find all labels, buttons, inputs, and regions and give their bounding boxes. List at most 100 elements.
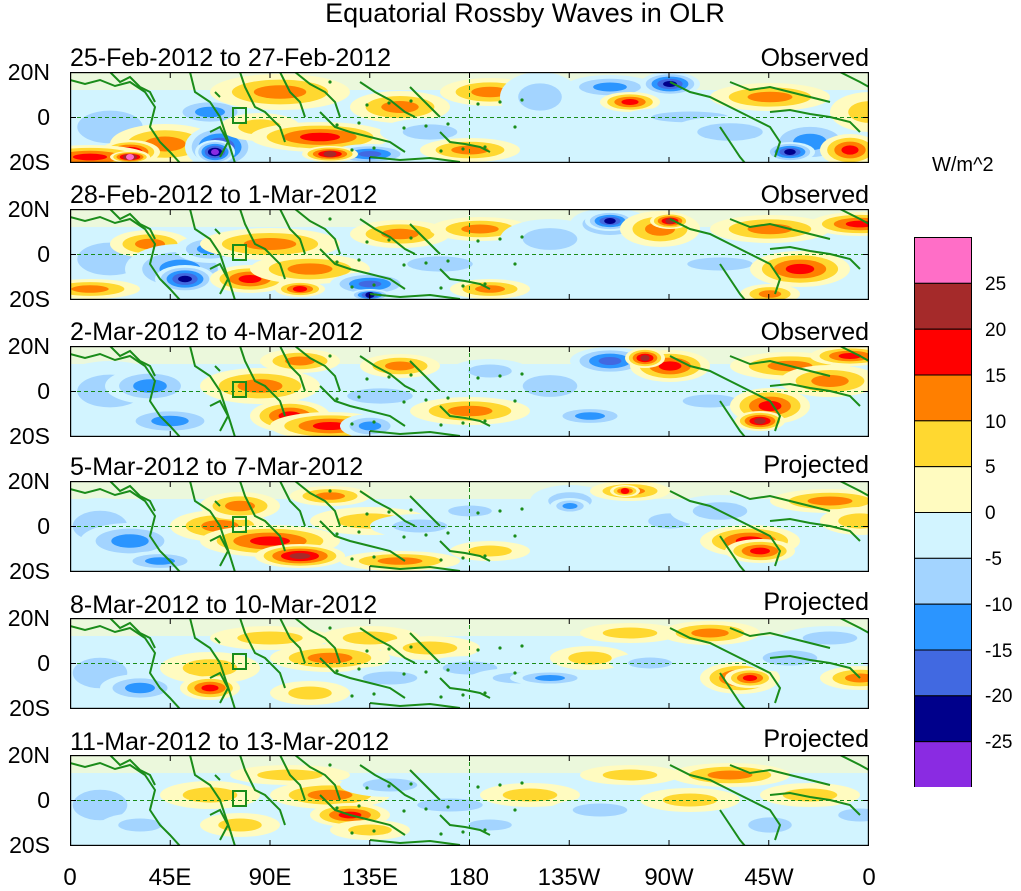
lon-label-90e: 90E (248, 864, 292, 891)
anomaly-contour (758, 290, 782, 298)
panel-2-lat-20s: 20S (9, 286, 50, 312)
region-box-marker (232, 107, 247, 124)
anomaly-contour (518, 83, 562, 111)
colorbar-swatch (914, 420, 972, 468)
coastline (109, 618, 156, 649)
colorbar-label-20: 20 (985, 320, 1007, 341)
island (439, 558, 443, 562)
figure-title: Equatorial Rossby Waves in OLR (325, 0, 725, 28)
island (409, 373, 413, 377)
island (357, 121, 361, 125)
colorbar-units: W/m^2 (932, 154, 994, 176)
colorbar-swatch (914, 374, 972, 422)
coastline (769, 382, 861, 407)
coastline (319, 794, 406, 836)
anomaly-contour (658, 361, 682, 371)
island (476, 102, 480, 106)
island (520, 372, 524, 376)
coastline (439, 677, 491, 699)
island (357, 258, 361, 262)
coastline (319, 657, 406, 699)
anomaly-contour (468, 819, 512, 831)
panel-2-date-range: 28-Feb-2012 to 1-Mar-2012 (70, 181, 378, 209)
coastline (359, 627, 416, 664)
island (446, 668, 450, 672)
panel-5-map (70, 618, 869, 709)
coastline (729, 490, 831, 512)
island (328, 626, 332, 630)
island (372, 283, 376, 287)
coastline (369, 565, 461, 572)
panel-4-lat-0: 0 (37, 513, 50, 539)
panel-6-label: Projected (763, 725, 869, 753)
anomaly-contour (747, 223, 793, 235)
island (387, 238, 391, 242)
region-box-marker (232, 790, 247, 807)
anomaly-contour (535, 675, 565, 681)
anomaly-contour (307, 789, 353, 801)
panel-6-lat-0: 0 (37, 787, 50, 813)
panel-5-date-range: 8-Mar-2012 to 10-Mar-2012 (70, 591, 378, 619)
anomaly-contour (802, 631, 858, 645)
island (424, 670, 428, 674)
island (513, 262, 517, 266)
panel-3-svg (70, 346, 869, 437)
island (520, 98, 524, 102)
colorbar-label-m20: -20 (985, 686, 1013, 707)
anomaly-contour (133, 379, 167, 393)
anomaly-contour (468, 364, 512, 378)
island (424, 261, 428, 265)
anomaly-contour (237, 379, 283, 393)
coastline (669, 764, 782, 841)
island (483, 282, 487, 286)
anomaly-contour (237, 631, 303, 645)
anomaly-contour (468, 545, 512, 557)
island (335, 532, 339, 536)
anomaly-contour (182, 787, 238, 803)
coastline (719, 809, 746, 846)
island (350, 148, 354, 152)
panel-1-lat-0: 0 (37, 104, 50, 130)
anomaly-contour (347, 388, 413, 404)
anomaly-contour (841, 145, 859, 155)
coastline (369, 293, 461, 300)
coastline (409, 360, 441, 392)
region-box-marker (232, 381, 247, 398)
island (328, 489, 332, 493)
island (365, 786, 369, 790)
anomaly-contour (604, 218, 616, 224)
island (513, 125, 517, 129)
coastline (279, 755, 306, 801)
colorbar-swatch (914, 557, 972, 605)
island (439, 695, 443, 699)
coastline (359, 218, 416, 255)
coastline (839, 209, 869, 225)
coastline (369, 430, 461, 437)
anomaly-contour (784, 149, 796, 155)
anomaly-contour (243, 238, 297, 250)
colorbar (914, 237, 972, 787)
coastline (369, 156, 461, 163)
anomaly-contour (307, 652, 353, 664)
anomaly-contour (522, 375, 578, 397)
colorbar-label-m15: -15 (985, 641, 1013, 662)
coastline (729, 81, 831, 103)
anomaly-contour (682, 394, 738, 408)
anomaly-contour (707, 770, 753, 780)
panel-5-lat-20n: 20N (7, 605, 50, 631)
coastline (319, 385, 406, 427)
island (409, 782, 413, 786)
lon-label-0: 0 (63, 864, 77, 891)
coastline (409, 632, 441, 664)
island (439, 149, 443, 153)
island (513, 534, 517, 538)
coastline (70, 761, 181, 846)
coastline (239, 618, 286, 689)
coastline (729, 627, 831, 649)
coastline (109, 72, 156, 103)
panel-3-lat-20s: 20S (9, 423, 50, 449)
island (461, 693, 465, 697)
anomaly-contour (323, 151, 337, 157)
panel-1-map (70, 72, 869, 163)
anomaly-contour (381, 228, 419, 240)
